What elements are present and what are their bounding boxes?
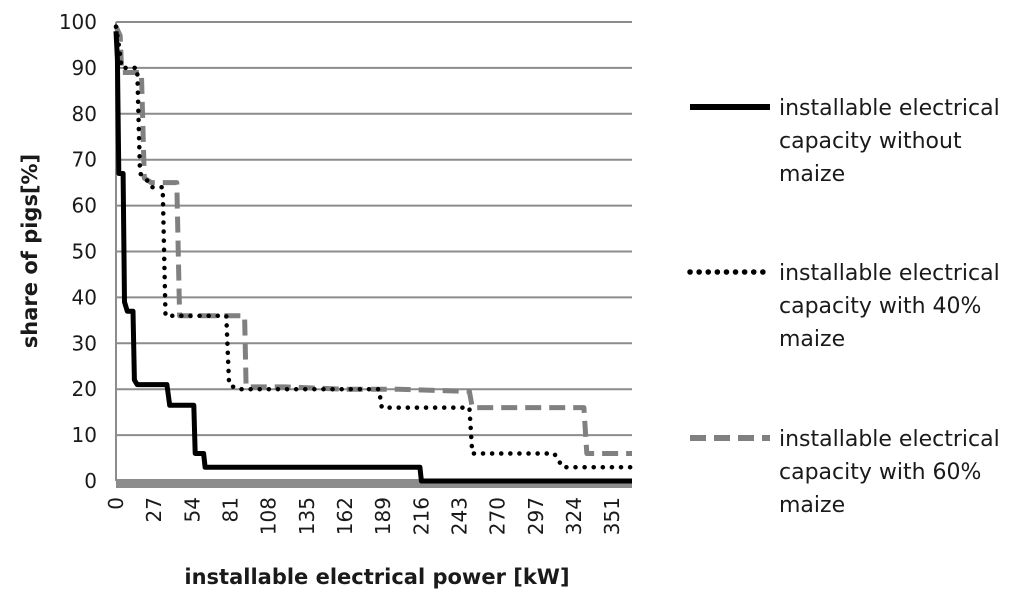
y-tick-label: 60 xyxy=(72,194,97,218)
y-axis: 0 10 20 30 40 50 60 70 80 90 100 xyxy=(59,10,117,493)
legend-label: maize xyxy=(779,162,845,187)
x-tick-label: 27 xyxy=(142,497,166,522)
legend-label: installable electrical xyxy=(779,427,1000,452)
x-tick-label: 135 xyxy=(295,497,319,535)
y-tick-label: 50 xyxy=(72,240,97,264)
x-axis-line xyxy=(116,479,632,488)
x-tick-label: 54 xyxy=(180,497,204,522)
y-tick-label: 100 xyxy=(59,10,97,34)
x-axis-title: installable electrical power [kW] xyxy=(184,565,569,589)
legend-label: installable electrical xyxy=(779,261,1000,286)
gridlines xyxy=(116,21,632,437)
legend-label: maize xyxy=(779,327,845,352)
x-tick-label: 270 xyxy=(486,497,510,535)
x-tick-label: 216 xyxy=(409,497,433,535)
y-tick-label: 30 xyxy=(72,331,97,355)
legend-label: installable electrical xyxy=(779,96,1000,121)
legend-label: capacity with 60% xyxy=(779,460,981,485)
y-tick-label: 40 xyxy=(72,285,97,309)
x-tick-label: 189 xyxy=(371,497,395,535)
y-tick-label: 90 xyxy=(72,56,97,80)
legend-label: maize xyxy=(779,493,845,518)
legend-label: capacity with 40% xyxy=(779,294,981,319)
series-line-dotted xyxy=(113,24,635,470)
x-tick-label: 297 xyxy=(524,497,548,535)
y-tick-label: 70 xyxy=(72,148,97,172)
y-tick-label: 20 xyxy=(72,377,97,401)
x-tick-label: 162 xyxy=(333,497,357,535)
x-tick-label: 0 xyxy=(104,497,128,510)
legend: installable electrical capacity without ma… xyxy=(687,96,1000,518)
y-tick-label: 0 xyxy=(84,469,97,493)
x-tick-label: 324 xyxy=(562,497,586,535)
x-tick-label: 351 xyxy=(600,497,624,535)
series-line-dashed xyxy=(113,25,632,456)
x-tick-label: 81 xyxy=(219,497,243,522)
series-line-solid xyxy=(113,31,632,484)
x-axis: 0 27 54 81 108 135 162 189 216 243 270 297 324 351 xyxy=(104,479,632,535)
legend-label: capacity without xyxy=(779,129,962,154)
series-lines xyxy=(113,24,635,484)
x-tick-label: 243 xyxy=(448,497,472,535)
y-axis-title: share of pigs[%] xyxy=(18,154,42,348)
y-tick-label: 10 xyxy=(72,423,97,447)
x-tick-label: 108 xyxy=(257,497,281,535)
y-tick-label: 80 xyxy=(72,102,97,126)
